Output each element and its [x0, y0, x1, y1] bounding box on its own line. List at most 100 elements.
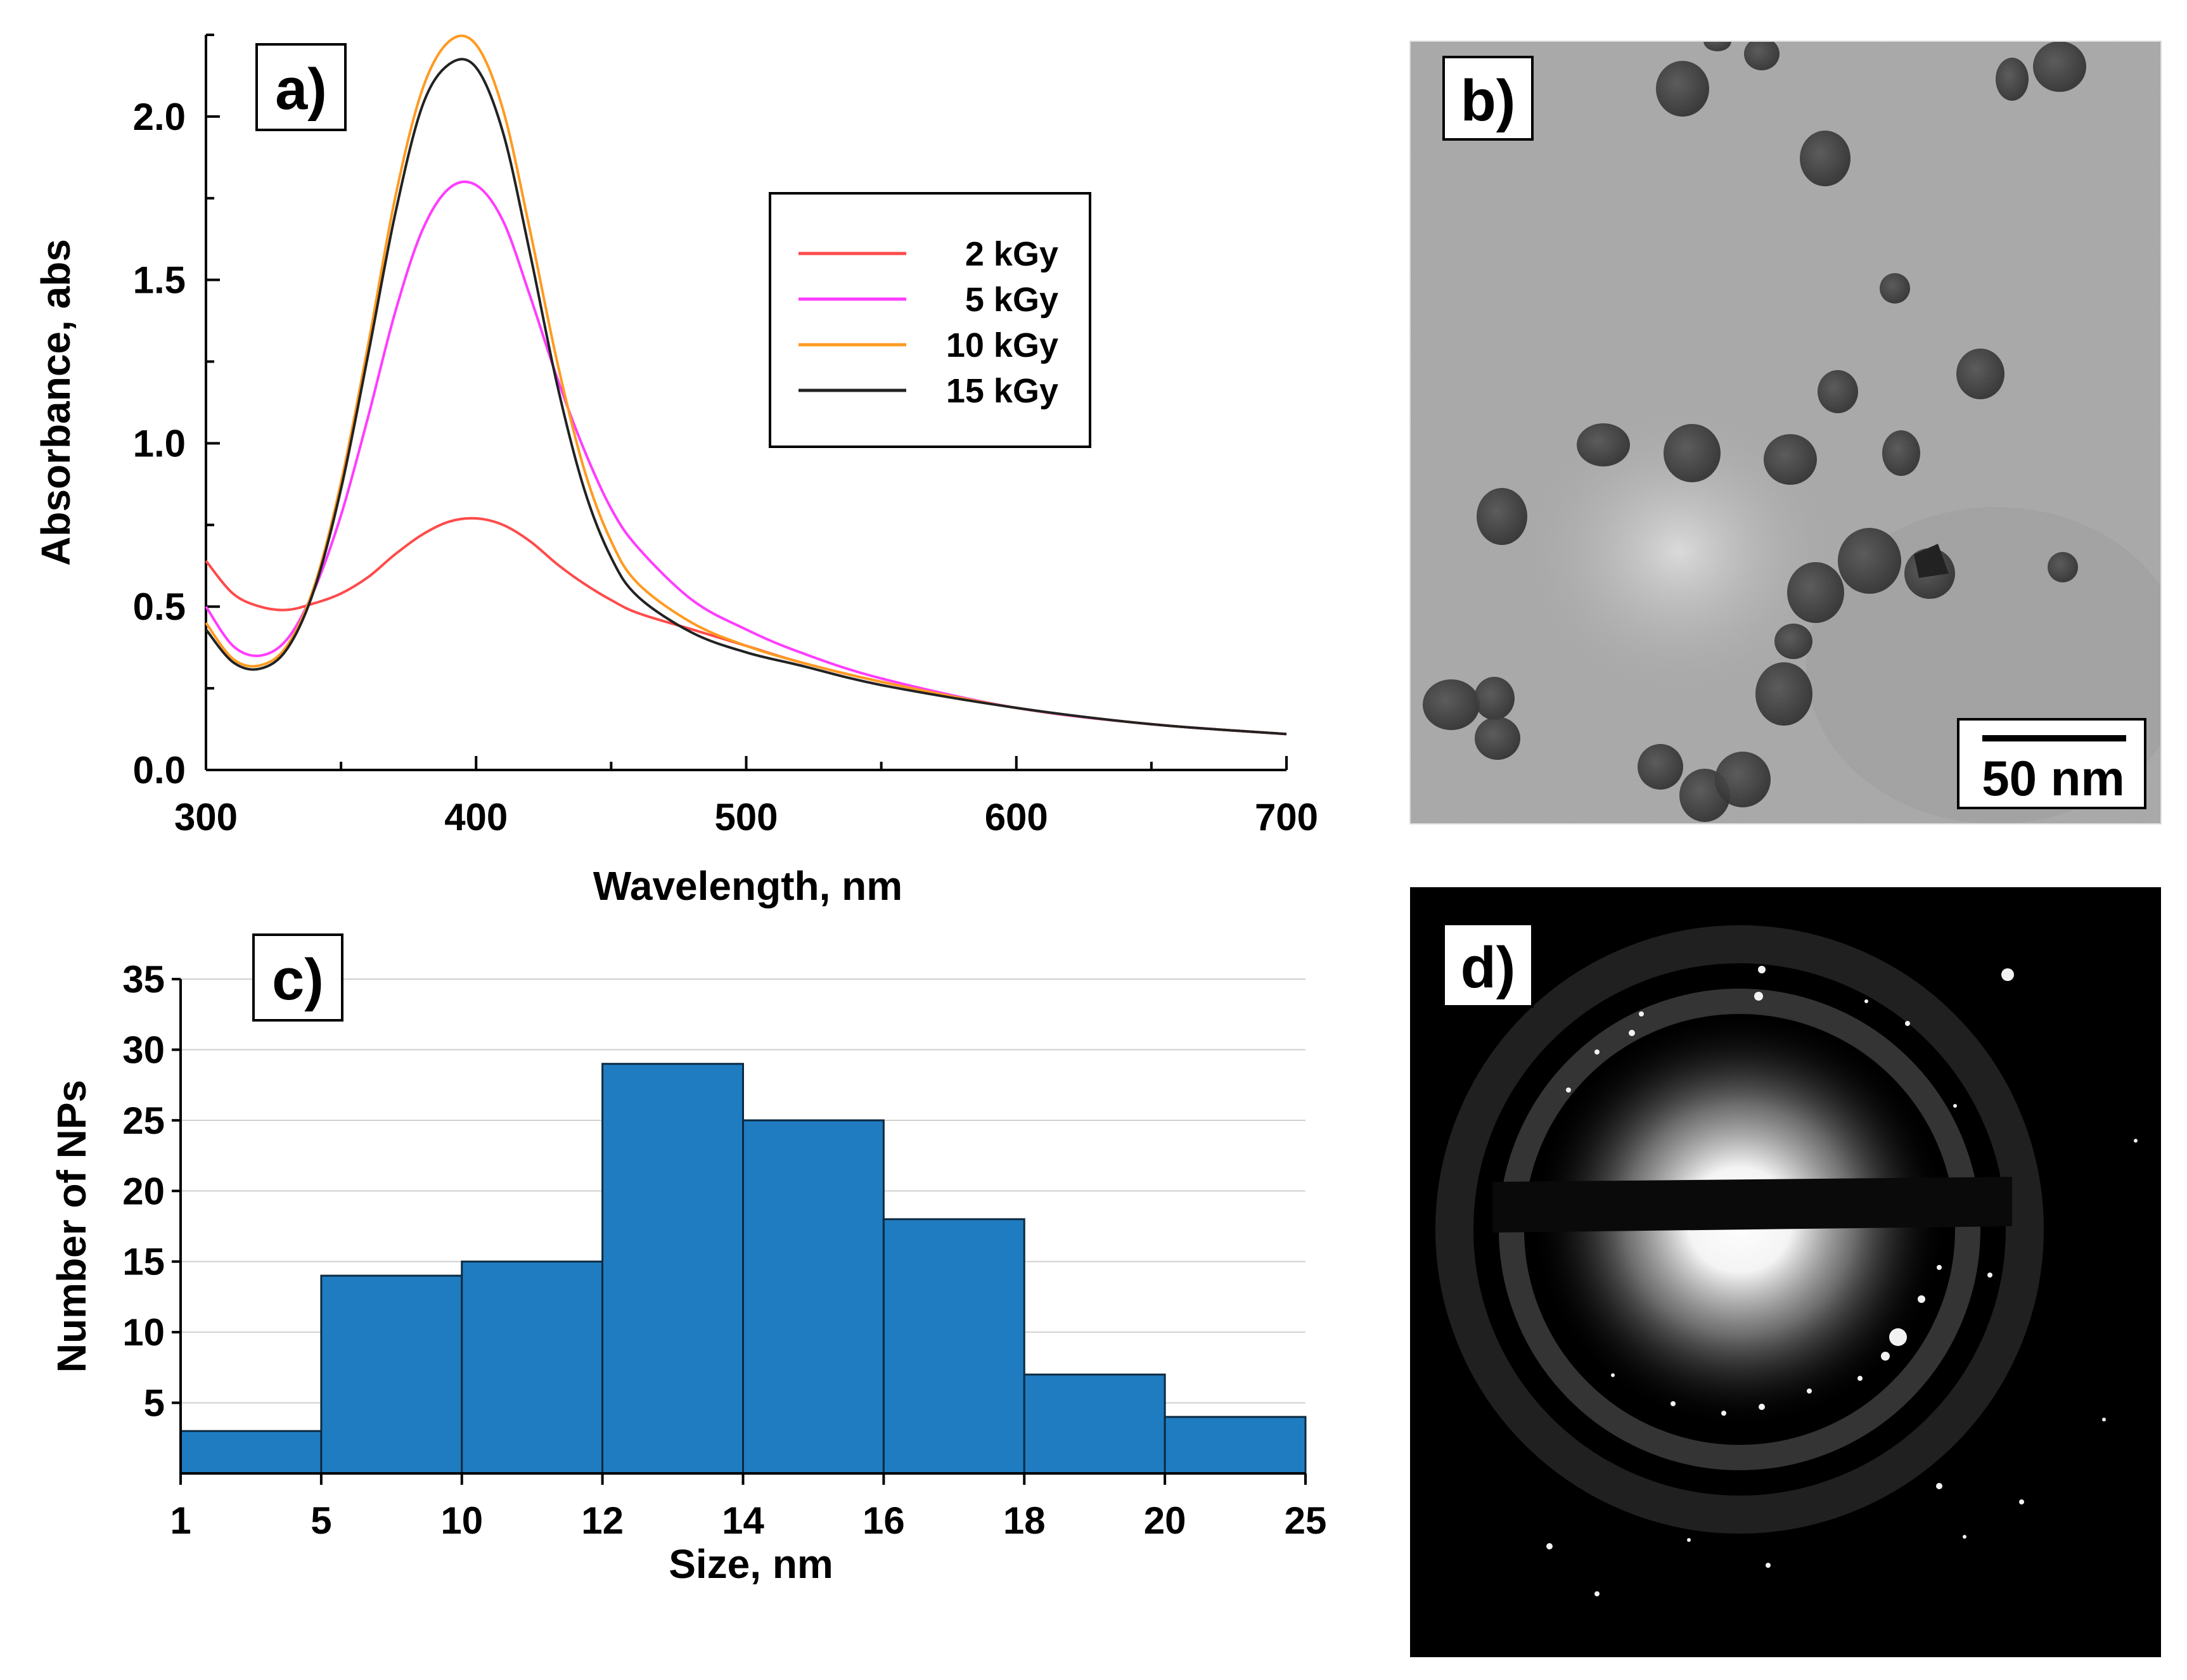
y-tick-label: 30: [122, 1029, 165, 1071]
absorbance-y-tick-labels: 0.0 0.5 1.0 1.5 2.0: [133, 96, 186, 792]
histogram-x-axis-title: Size, nm: [669, 1541, 833, 1587]
diffraction-spot-icon: [1566, 1087, 1571, 1093]
panel-label-box-c: [252, 933, 343, 1022]
saed-diffraction-spots: [1546, 966, 2138, 1596]
beam-stopper: [1492, 1177, 2012, 1233]
x-tick-label: 16: [863, 1499, 905, 1542]
histogram-x-tick-labels: 1 5 10 12 14 16 18 20 25: [170, 1473, 1326, 1542]
x-tick-label: 14: [722, 1499, 764, 1542]
diffraction-spot-icon: [1758, 966, 1766, 973]
y-tick-label: 25: [122, 1100, 165, 1142]
panel-label-box-b: [1442, 56, 1534, 141]
x-tick-label: 12: [581, 1499, 624, 1542]
histogram-bar-5-10: [320, 1274, 463, 1475]
diffraction-spot-icon: [1918, 1295, 1925, 1303]
diffraction-spot-icon: [2134, 1139, 2138, 1143]
absorbance-y-axis-title: Absorbance, abs: [33, 239, 79, 566]
scale-bar-label: 50 nm: [1982, 750, 2124, 806]
legend-label: 2 kGy: [965, 235, 1058, 273]
diffraction-spot-icon: [2019, 1499, 2024, 1504]
panel-label-a: a): [275, 57, 327, 122]
spectrum-line-15-kgy: [205, 58, 1287, 736]
diffraction-spot-icon: [1936, 1483, 1942, 1489]
panel-label-b: b): [1461, 68, 1516, 133]
diffraction-spot-icon: [1721, 1411, 1726, 1416]
y-tick-label: 10: [122, 1311, 165, 1354]
y-tick-label: 1.5: [133, 259, 186, 302]
absorbance-x-tick-labels: 300 400 500 600 700: [174, 796, 1318, 838]
absorbance-curves: [205, 34, 1287, 736]
tem-frame: [1409, 41, 2162, 824]
absorbance-axis-ticks: [205, 34, 1288, 771]
x-tick-label: 300: [174, 796, 238, 838]
y-tick-label: 1.0: [133, 422, 186, 465]
diffraction-spot-icon: [1881, 1352, 1890, 1361]
x-tick-label: 600: [985, 796, 1048, 838]
x-tick-label: 18: [1003, 1499, 1046, 1542]
y-tick-label: 20: [122, 1170, 165, 1212]
histogram-bar-16-18: [882, 1218, 1025, 1475]
histogram-bar-10-12: [461, 1260, 604, 1475]
diffraction-spot-icon: [2102, 1418, 2106, 1421]
absorbance-legend: 2 kGy 5 kGy 10 kGy 15 kGy: [769, 192, 1091, 448]
x-tick-label: 400: [444, 796, 508, 838]
x-tick-label: 20: [1144, 1499, 1186, 1542]
diffraction-spot-icon: [1629, 1030, 1635, 1036]
x-tick-label: 700: [1255, 796, 1318, 838]
spectrum-line-5-kgy: [205, 180, 1287, 736]
diffraction-spot-icon: [1807, 1388, 1812, 1394]
diffraction-spot-icon: [1953, 1104, 1957, 1108]
x-tick-label: 5: [311, 1499, 331, 1542]
y-tick-label: 5: [144, 1382, 165, 1425]
x-tick-label: 500: [714, 796, 778, 838]
scale-bar-box: [1957, 718, 2146, 809]
legend-label: 15 kGy: [946, 372, 1058, 410]
tem-micrograph-panel: b) 50 nm: [1409, 41, 2162, 824]
legend-items: 2 kGy 5 kGy 10 kGy 15 kGy: [798, 235, 1058, 410]
diffraction-spot-icon: [1671, 1401, 1676, 1406]
histogram-y-axis-title: Number of NPs: [49, 1080, 94, 1373]
diffraction-spot-icon: [1754, 992, 1763, 1001]
diffraction-spot-icon: [1759, 1404, 1765, 1410]
tem-noise-overlay: [1410, 41, 2161, 824]
y-tick-label: 2.0: [133, 96, 186, 138]
panel-label-box-a: [255, 43, 347, 131]
diffraction-spot-icon: [1889, 1328, 1907, 1346]
y-tick-label: 35: [122, 958, 165, 1001]
legend-box: [769, 192, 1091, 448]
x-tick-label: 25: [1285, 1499, 1327, 1542]
legend-label: 5 kGy: [965, 281, 1058, 319]
absorbance-x-axis-title: Wavelength, nm: [593, 863, 902, 909]
diffraction-spot-icon: [1687, 1538, 1691, 1542]
diffraction-spot-icon: [2001, 968, 2014, 981]
diffraction-spot-icon: [1937, 1265, 1942, 1270]
diffraction-spot-icon: [1611, 1373, 1615, 1377]
legend-label: 10 kGy: [946, 326, 1058, 364]
panel-label-box-d: [1442, 923, 1534, 1008]
histogram-bar-1-5: [179, 1430, 323, 1475]
y-tick-label: 15: [122, 1241, 165, 1283]
diffraction-spot-icon: [1963, 1535, 1966, 1539]
histogram-bar-20-25: [1164, 1416, 1307, 1475]
histogram-bar-18-20: [1023, 1373, 1166, 1475]
absorbance-spectra-panel: 300 400 500 600 700 0.0 0.5 1.0 1.5 2.0 Waveleng…: [33, 34, 1318, 909]
diffraction-spot-icon: [1987, 1273, 1992, 1278]
panel-label-c: c): [272, 947, 324, 1012]
y-tick-label: 0.0: [133, 749, 186, 792]
panel-label-d: d): [1461, 935, 1516, 1000]
histogram-bar-14-16: [742, 1119, 885, 1475]
diffraction-spot-icon: [1766, 1563, 1771, 1568]
saed-outer-halo: [1435, 925, 2044, 1534]
histogram-bars: [179, 1063, 1307, 1475]
diffraction-spot-icon: [1594, 1591, 1600, 1596]
diffraction-spot-icon: [1594, 1049, 1600, 1055]
y-tick-label: 0.5: [133, 586, 186, 628]
diffraction-spot-icon: [1857, 1376, 1863, 1381]
x-tick-label: 10: [440, 1499, 483, 1542]
diffraction-spot-icon: [1864, 999, 1868, 1003]
diffraction-spot-icon: [1905, 1021, 1910, 1026]
diffraction-spot-icon: [1546, 1543, 1553, 1549]
diffraction-spot-icon: [1639, 1011, 1644, 1016]
x-tick-label: 1: [170, 1499, 191, 1542]
